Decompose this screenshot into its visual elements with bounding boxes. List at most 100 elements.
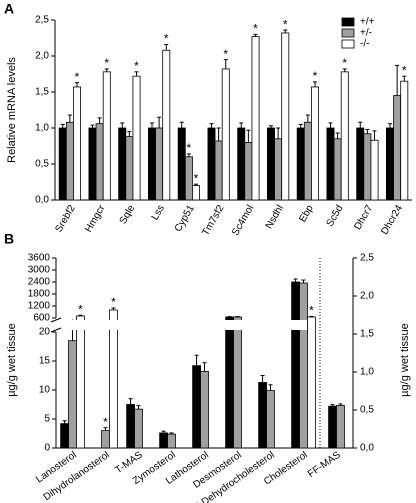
bar — [363, 133, 372, 201]
bar — [400, 80, 409, 201]
bar — [244, 141, 253, 201]
bar — [125, 136, 134, 201]
bar — [73, 86, 81, 201]
x-tick-label: Sc5d — [325, 203, 346, 228]
significance: * — [75, 70, 80, 84]
y-tick-label: 10 — [39, 385, 51, 396]
x-tick-label: Sc4mol — [230, 203, 256, 237]
y2-axis-label: µg/g wet tissue — [399, 323, 411, 397]
bar — [155, 127, 164, 201]
bar — [299, 282, 308, 449]
y-tick-label: 0,0 — [35, 195, 49, 206]
legend-label: +/- — [360, 28, 372, 39]
x-tick-label: Cyp51 — [173, 203, 197, 234]
y2-tick-label: 0,0 — [360, 443, 374, 454]
y-tick-label: 20 — [39, 327, 51, 338]
significance: * — [402, 63, 407, 77]
significance: * — [164, 32, 169, 46]
x-tick-label: Dhcr24 — [379, 203, 405, 237]
bar — [102, 71, 111, 201]
y-tick-label: 3000 — [28, 265, 51, 276]
y2-tick-label: 1,0 — [360, 367, 374, 378]
bar — [328, 405, 337, 449]
y2-tick-label: 2,0 — [360, 291, 374, 302]
bar — [88, 127, 97, 201]
bar — [126, 404, 135, 449]
bar — [148, 127, 156, 201]
bar — [326, 127, 335, 201]
bar — [258, 382, 267, 449]
significance: * — [111, 295, 116, 309]
bar — [134, 408, 143, 449]
y-tick-label: 2400 — [28, 277, 51, 288]
bar — [200, 371, 209, 449]
bar — [266, 390, 275, 449]
bar — [274, 138, 283, 201]
y2-tick-label: 2,5 — [360, 253, 374, 264]
legend-swatch — [341, 17, 355, 27]
x-tick-label: Lss — [150, 203, 167, 222]
bar — [118, 127, 127, 201]
significance: * — [313, 69, 318, 83]
bar — [393, 95, 402, 201]
y-tick-label: 2,5 — [35, 15, 49, 26]
bar — [251, 36, 260, 201]
bar — [214, 140, 223, 201]
break-mark — [50, 317, 62, 323]
significance: * — [342, 56, 347, 70]
bar — [333, 138, 342, 201]
significance: * — [187, 141, 192, 155]
x-tick-label: Srebf2 — [53, 203, 77, 234]
bar — [207, 127, 216, 201]
bar — [225, 316, 234, 449]
legend-label: +/+ — [360, 17, 375, 28]
x-tick-label: Dhcr7 — [352, 203, 375, 232]
axis-break — [50, 320, 307, 330]
significance: * — [103, 415, 108, 429]
break-mark — [50, 327, 62, 333]
bar — [177, 127, 186, 201]
bar — [311, 86, 319, 201]
x-tick-label: FF-MAS — [306, 449, 343, 480]
significance: * — [283, 17, 288, 31]
bar — [340, 71, 349, 201]
x-tick-label: Hmgcr — [83, 203, 108, 235]
panel-label: A — [4, 1, 14, 17]
bar — [132, 75, 141, 201]
significance: * — [104, 56, 109, 70]
bar — [291, 281, 300, 449]
y-tick-label: 2,0 — [35, 51, 49, 62]
y-tick-label: 0,5 — [35, 159, 49, 170]
bar — [370, 139, 379, 201]
bar — [76, 315, 85, 449]
bar — [307, 316, 316, 449]
legend-label: -/- — [360, 39, 369, 50]
y-axis-label: Relative mRNA levels — [6, 57, 18, 163]
y-tick-label: 3600 — [28, 253, 51, 264]
bar — [237, 127, 246, 201]
bar — [233, 316, 242, 449]
x-tick-label: Nsdhl — [264, 203, 286, 231]
bar — [167, 433, 176, 449]
bar — [386, 127, 394, 201]
significance: * — [253, 22, 258, 36]
panel-label: B — [4, 231, 14, 247]
bar — [192, 185, 200, 201]
bar — [221, 68, 230, 201]
y-tick-label: 15 — [39, 356, 51, 367]
bar — [109, 309, 118, 449]
bar — [184, 156, 193, 201]
significance: * — [78, 302, 83, 316]
y-tick-label: 0 — [44, 443, 50, 454]
bar — [192, 365, 201, 449]
x-tick-label: Ebp — [297, 203, 316, 224]
legend-swatch — [341, 28, 355, 38]
bar — [303, 121, 312, 201]
bar — [336, 405, 345, 449]
significance: * — [309, 304, 314, 318]
bar — [60, 423, 69, 449]
y-tick-label: 1800 — [28, 289, 51, 300]
y-tick-label: 1,0 — [35, 123, 49, 134]
y-tick-label: 5 — [44, 414, 50, 425]
